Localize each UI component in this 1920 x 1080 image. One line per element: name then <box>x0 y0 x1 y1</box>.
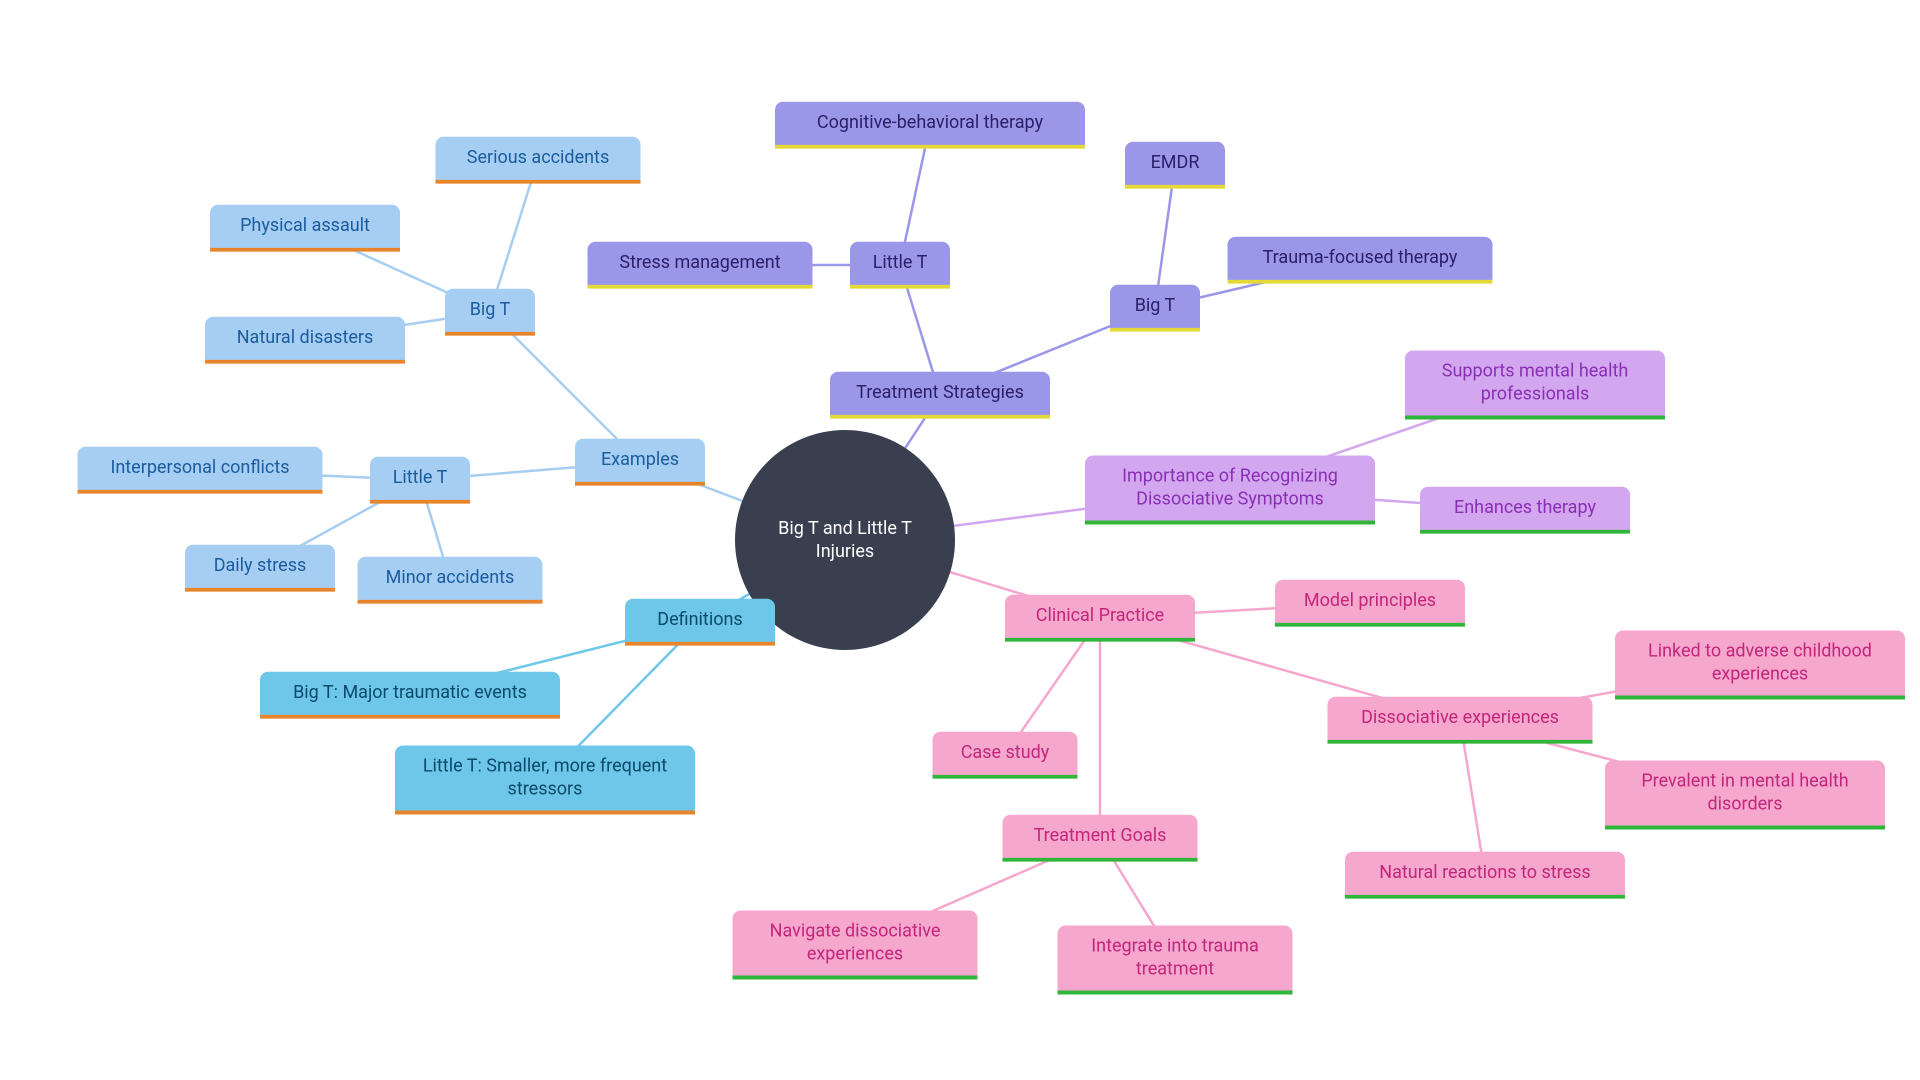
node-cl-model: Model principles <box>1275 580 1465 627</box>
node-ex-daily: Daily stress <box>185 545 335 592</box>
node-imp-enhances: Enhances therapy <box>1420 487 1630 534</box>
node-definitions: Definitions <box>625 599 775 646</box>
node-label: Big T <box>470 299 511 322</box>
node-tr-bigt: Big T <box>1110 285 1200 332</box>
node-examples: Examples <box>575 439 705 486</box>
node-tr-tft: Trauma-focused therapy <box>1228 237 1493 284</box>
node-ex-littlet: Little T <box>370 457 470 504</box>
node-tr-emdr: EMDR <box>1125 142 1225 189</box>
node-cl-natural: Natural reactions to stress <box>1345 852 1625 899</box>
node-ex-interpersonal: Interpersonal conflicts <box>78 447 323 494</box>
node-label: Physical assault <box>240 215 370 238</box>
node-label: Big T <box>1135 295 1176 318</box>
node-label: Enhances therapy <box>1454 497 1596 520</box>
node-label: Navigate dissociative experiences <box>770 921 941 966</box>
node-label: Model principles <box>1304 590 1436 613</box>
node-label: Dissociative experiences <box>1361 707 1559 730</box>
node-label: Case study <box>961 742 1050 765</box>
node-label: Stress management <box>619 252 780 275</box>
node-label: Minor accidents <box>386 567 515 590</box>
node-label: Integrate into trauma treatment <box>1091 936 1259 981</box>
node-clinical: Clinical Practice <box>1005 595 1195 642</box>
node-cl-dissoc: Dissociative experiences <box>1328 697 1593 744</box>
node-label: Examples <box>601 449 679 472</box>
node-cl-integrate: Integrate into trauma treatment <box>1058 926 1293 995</box>
node-ex-natural: Natural disasters <box>205 317 405 364</box>
node-imp-supports: Supports mental health professionals <box>1405 351 1665 420</box>
node-label: EMDR <box>1151 152 1200 175</box>
node-ex-minor: Minor accidents <box>358 557 543 604</box>
node-cl-linked: Linked to adverse childhood experiences <box>1615 631 1905 700</box>
node-label: Big T: Major traumatic events <box>293 682 527 705</box>
node-label: Natural reactions to stress <box>1379 862 1590 885</box>
node-label: Interpersonal conflicts <box>110 457 289 480</box>
node-label: Treatment Goals <box>1034 825 1167 848</box>
node-label: Cognitive-behavioral therapy <box>817 112 1043 135</box>
node-label: Definitions <box>657 609 742 632</box>
node-def-bigt: Big T: Major traumatic events <box>260 672 560 719</box>
node-cl-prevalent: Prevalent in mental health disorders <box>1605 761 1885 830</box>
node-label: Clinical Practice <box>1036 605 1164 628</box>
node-label: Little T: Smaller, more frequent stresso… <box>423 756 667 801</box>
node-def-littlet: Little T: Smaller, more frequent stresso… <box>395 746 695 815</box>
node-importance: Importance of Recognizing Dissociative S… <box>1085 456 1375 525</box>
node-tr-stress: Stress management <box>588 242 813 289</box>
node-cl-navigate: Navigate dissociative experiences <box>733 911 978 980</box>
node-label: Treatment Strategies <box>856 382 1024 405</box>
center-node-label: Big T and Little T Injuries <box>755 517 935 564</box>
node-cl-goals: Treatment Goals <box>1003 815 1198 862</box>
node-label: Importance of Recognizing Dissociative S… <box>1122 466 1338 511</box>
node-label: Trauma-focused therapy <box>1263 247 1458 270</box>
node-label: Serious accidents <box>467 147 609 170</box>
node-treatment: Treatment Strategies <box>830 372 1050 419</box>
node-ex-physical: Physical assault <box>210 205 400 252</box>
node-ex-serious: Serious accidents <box>436 137 641 184</box>
node-label: Little T <box>393 467 448 490</box>
node-tr-littlet: Little T <box>850 242 950 289</box>
node-label: Linked to adverse childhood experiences <box>1648 641 1872 686</box>
node-ex-bigt: Big T <box>445 289 535 336</box>
node-label: Supports mental health professionals <box>1442 361 1629 406</box>
node-label: Natural disasters <box>237 327 374 350</box>
node-label: Little T <box>873 252 928 275</box>
node-label: Daily stress <box>214 555 307 578</box>
node-cl-case: Case study <box>933 732 1078 779</box>
node-label: Prevalent in mental health disorders <box>1641 771 1848 816</box>
node-tr-cbt: Cognitive-behavioral therapy <box>775 102 1085 149</box>
